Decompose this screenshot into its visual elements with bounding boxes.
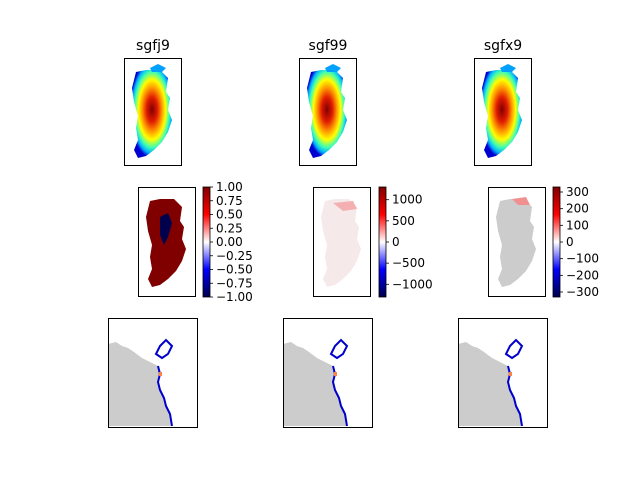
panel-title: sgfx9 — [484, 38, 522, 54]
negative-region — [160, 213, 172, 245]
colorbar-tick-label: 500 — [392, 214, 415, 228]
positive-region — [512, 197, 530, 205]
coastline-zoom-panel — [108, 318, 198, 428]
colorbar-tick-label: 1.00 — [216, 180, 243, 194]
island-outline — [154, 338, 174, 360]
axes-frame — [488, 187, 546, 297]
field-map-panel — [124, 58, 182, 166]
axes-frame — [283, 318, 373, 428]
colorbar-tick-label: 0 — [392, 235, 400, 249]
axes-frame — [474, 58, 532, 166]
axes-frame — [313, 187, 371, 297]
axes-frame — [458, 318, 548, 428]
colorbar: 300 200 100 0 −100 −200 −300 — [552, 185, 599, 299]
colorbar-gradient — [202, 186, 211, 298]
colorbar-tick-label: −200 — [566, 268, 599, 282]
field-map-panel — [299, 58, 357, 166]
colorbar-tick-label: −100 — [566, 252, 599, 266]
panel-title: sgf99 — [309, 38, 348, 54]
colorbar-gradient — [378, 186, 387, 298]
difference-map-panel — [488, 187, 546, 297]
axes-frame — [124, 58, 182, 166]
colorbar-gradient — [552, 186, 561, 298]
highlight-cell — [159, 372, 162, 376]
axes-frame — [138, 187, 196, 297]
colorbar-tick-label: −1000 — [392, 277, 433, 291]
positive-region — [333, 201, 357, 211]
colorbar-tick-label: −0.75 — [216, 276, 253, 290]
coastline-zoom-panel — [458, 318, 548, 428]
field-map-panel — [474, 58, 532, 166]
colorbar-tick-label: −1.00 — [216, 290, 253, 304]
colorbar-tick-label: 0.75 — [216, 194, 243, 208]
panel-title: sgfj9 — [136, 38, 170, 54]
colorbar: 1.000.750.500.250.00−0.25−0.50−0.75−1.00 — [202, 180, 253, 304]
coastline-zoom-panel — [283, 318, 373, 428]
colorbar-tick-label: 200 — [566, 202, 589, 216]
colorbar-tick-label: 1000 — [392, 193, 423, 207]
colorbar-tick-label: 100 — [566, 218, 589, 232]
highlight-cell — [334, 372, 337, 376]
highlight-cell — [509, 372, 512, 376]
ice-sheet-north — [325, 64, 341, 72]
difference-map-panel — [138, 187, 196, 297]
axes-frame — [299, 58, 357, 166]
difference-map-panel — [313, 187, 371, 297]
colorbar-tick-label: 0 — [566, 235, 574, 249]
ice-sheet-north — [500, 64, 516, 72]
colorbar-tick-label: 0.00 — [216, 235, 243, 249]
ice-sheet-north — [150, 64, 166, 72]
colorbar-tick-label: −300 — [566, 285, 599, 299]
colorbar-tick-label: 300 — [566, 185, 589, 199]
island-outline — [504, 338, 524, 360]
colorbar-tick-label: −0.50 — [216, 263, 253, 277]
colorbar: 1000 500 0 −500 −1000 — [378, 186, 433, 298]
colorbar-tick-label: 0.50 — [216, 208, 243, 222]
island-outline — [329, 338, 349, 360]
axes-frame — [108, 318, 198, 428]
colorbar-tick-label: 0.25 — [216, 221, 243, 235]
colorbar-tick-label: −500 — [392, 256, 425, 270]
colorbar-tick-label: −0.25 — [216, 249, 253, 263]
